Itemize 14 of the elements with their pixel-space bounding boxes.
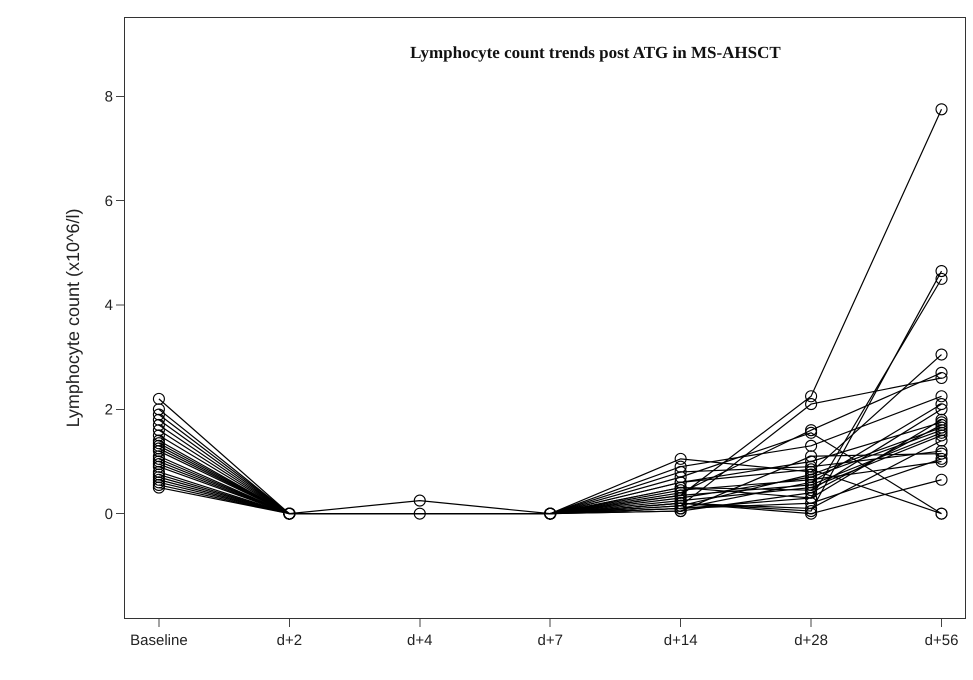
x-tick-label: d+7 — [537, 632, 563, 649]
text: Lymphocyte count trends post ATG in MS-AHSCT — [410, 42, 782, 62]
y-tick-label: 6 — [104, 192, 113, 210]
y-axis-title: Lymphocyte count (x10^6/l) — [62, 208, 83, 428]
x-tick-label: d+14 — [664, 632, 698, 649]
y-tick-label: 2 — [104, 402, 113, 419]
y-tick-label: 4 — [104, 297, 113, 314]
x-tick-label: d+4 — [407, 632, 433, 649]
y-tick-label: 8 — [104, 88, 113, 106]
x-tick-label: d+56 — [924, 632, 958, 649]
x-tick-label: d+28 — [794, 632, 828, 649]
x-tick-label: d+2 — [276, 632, 302, 649]
x-tick-label: Baseline — [130, 632, 188, 649]
y-tick-label: 0 — [104, 506, 113, 523]
